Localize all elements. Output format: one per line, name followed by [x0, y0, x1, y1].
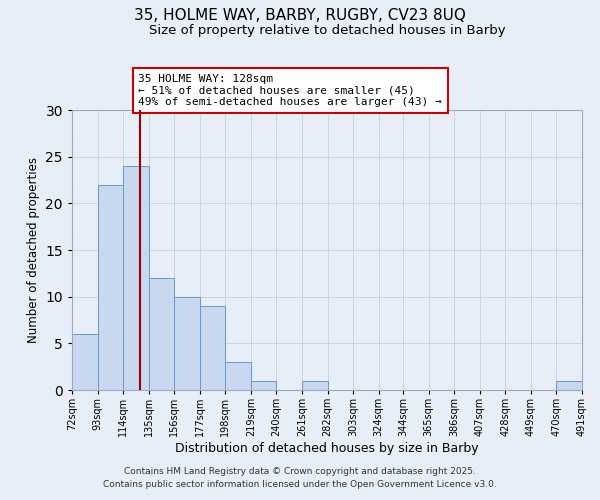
- Y-axis label: Number of detached properties: Number of detached properties: [27, 157, 40, 343]
- Text: 35 HOLME WAY: 128sqm
← 51% of detached houses are smaller (45)
49% of semi-detac: 35 HOLME WAY: 128sqm ← 51% of detached h…: [139, 74, 442, 107]
- Bar: [251, 380, 277, 390]
- Bar: [200, 306, 226, 390]
- Bar: [226, 362, 251, 390]
- Bar: [556, 380, 582, 390]
- Bar: [302, 380, 328, 390]
- X-axis label: Distribution of detached houses by size in Barby: Distribution of detached houses by size …: [175, 442, 479, 455]
- Bar: [149, 278, 174, 390]
- Bar: [174, 296, 200, 390]
- Title: Size of property relative to detached houses in Barby: Size of property relative to detached ho…: [149, 24, 505, 36]
- Text: Contains HM Land Registry data © Crown copyright and database right 2025.
Contai: Contains HM Land Registry data © Crown c…: [103, 467, 497, 489]
- Bar: [72, 334, 98, 390]
- Text: 35, HOLME WAY, BARBY, RUGBY, CV23 8UQ: 35, HOLME WAY, BARBY, RUGBY, CV23 8UQ: [134, 8, 466, 22]
- Bar: [98, 184, 123, 390]
- Bar: [123, 166, 149, 390]
